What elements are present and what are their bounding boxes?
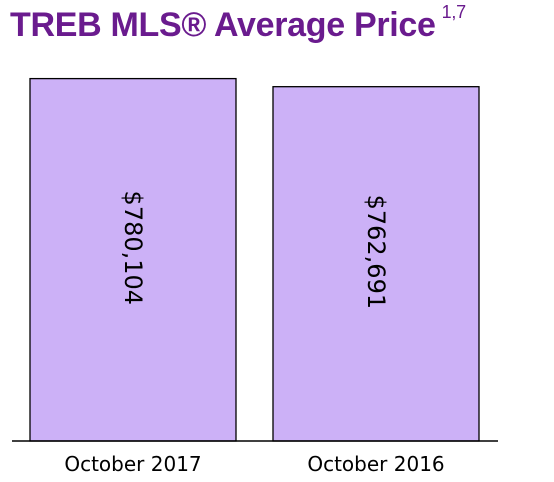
chart-title-superscript: 1,7: [441, 1, 466, 22]
chart-title-text: TREB MLS® Average Price: [10, 6, 436, 44]
bar-value-label-0: $780,104: [119, 191, 147, 306]
bar-1: [272, 86, 480, 442]
bar-value-label-1: $762,691: [362, 195, 390, 310]
bar-0: [29, 77, 237, 442]
x-tick-label-1: October 2016: [307, 452, 444, 476]
x-tick-label-0: October 2017: [64, 452, 201, 476]
chart-title: TREB MLS® Average Price 1,7: [10, 2, 466, 45]
